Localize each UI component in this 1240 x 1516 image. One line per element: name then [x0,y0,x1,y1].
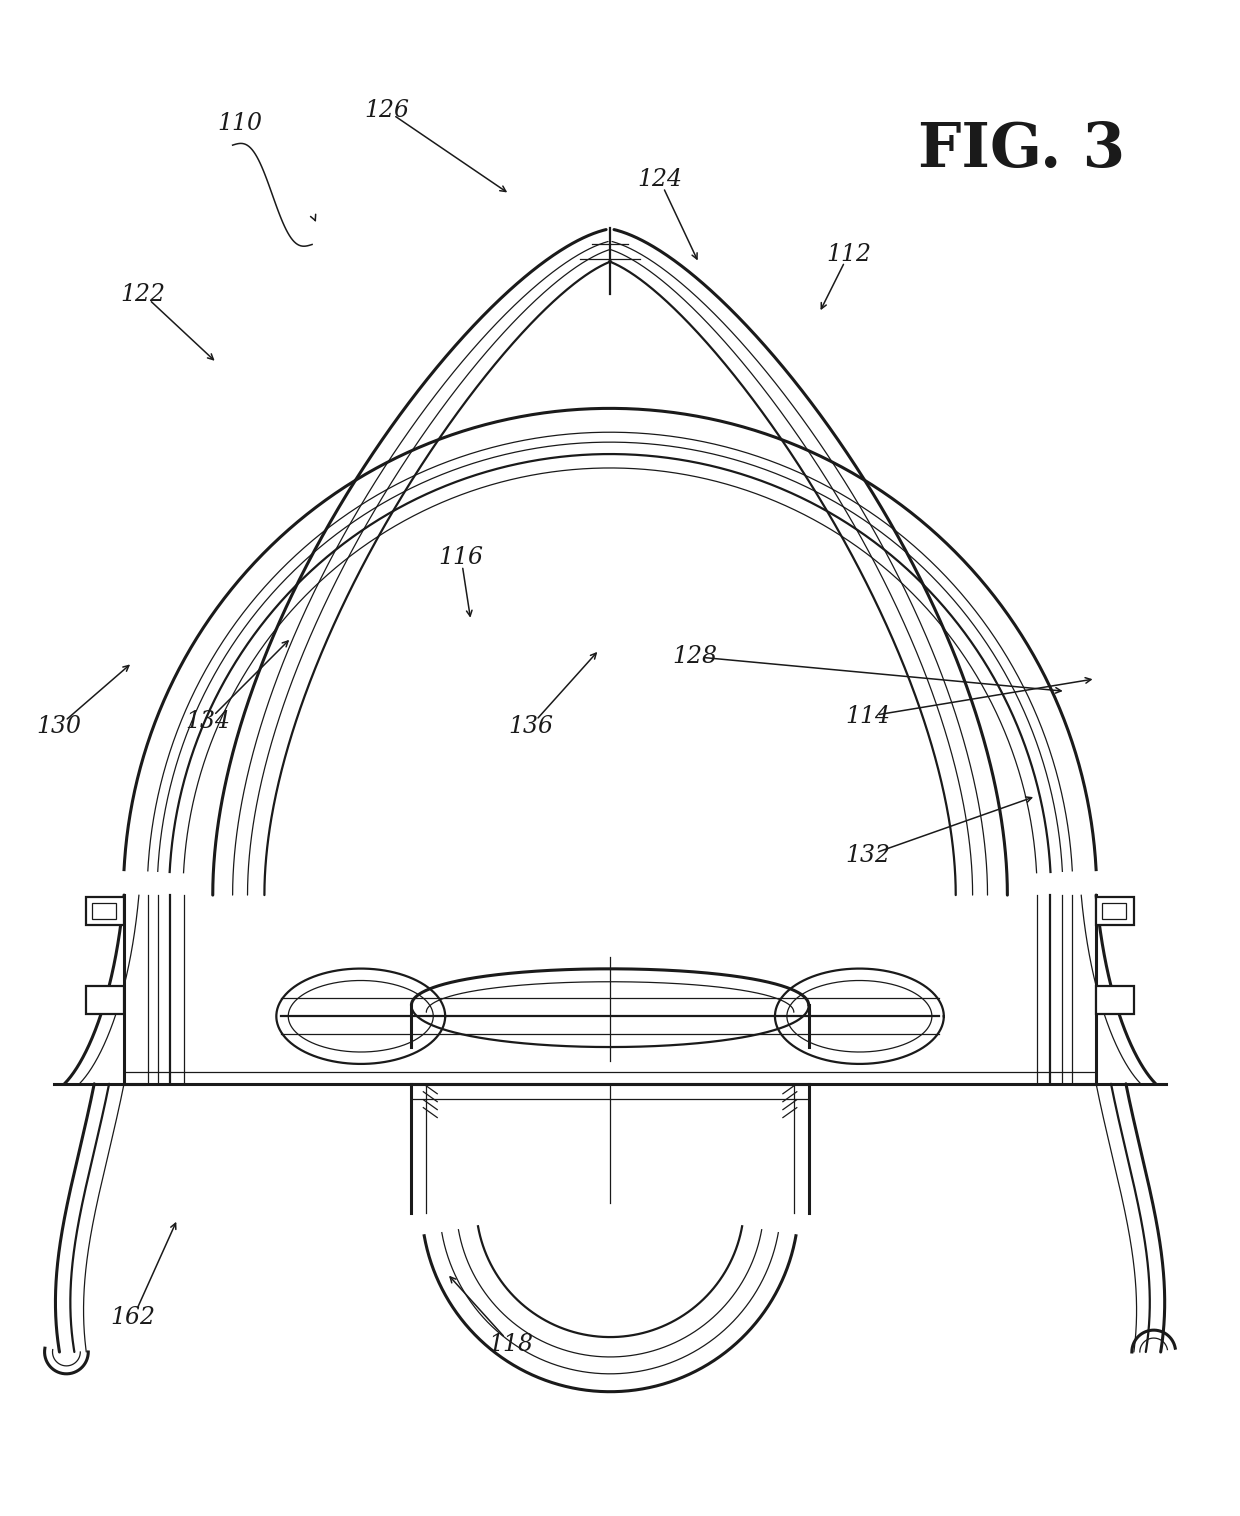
Text: 132: 132 [846,844,890,867]
Text: 162: 162 [110,1305,156,1328]
Text: 136: 136 [508,714,553,738]
Text: 114: 114 [846,705,890,728]
Text: 116: 116 [439,546,484,568]
Text: 122: 122 [120,282,166,306]
Bar [92,904,117,919]
Text: 110: 110 [218,112,263,135]
Text: 124: 124 [637,168,682,191]
Bar [1096,897,1133,925]
Bar [1096,987,1133,1014]
Text: 130: 130 [36,714,82,738]
Text: 126: 126 [365,99,409,121]
Bar [1102,904,1126,919]
Bar [87,987,124,1014]
Text: FIG. 3: FIG. 3 [918,120,1125,180]
Text: 118: 118 [489,1333,533,1355]
Bar [87,897,124,925]
Text: 134: 134 [185,709,231,732]
Text: 128: 128 [672,646,717,669]
Text: 112: 112 [826,243,870,265]
